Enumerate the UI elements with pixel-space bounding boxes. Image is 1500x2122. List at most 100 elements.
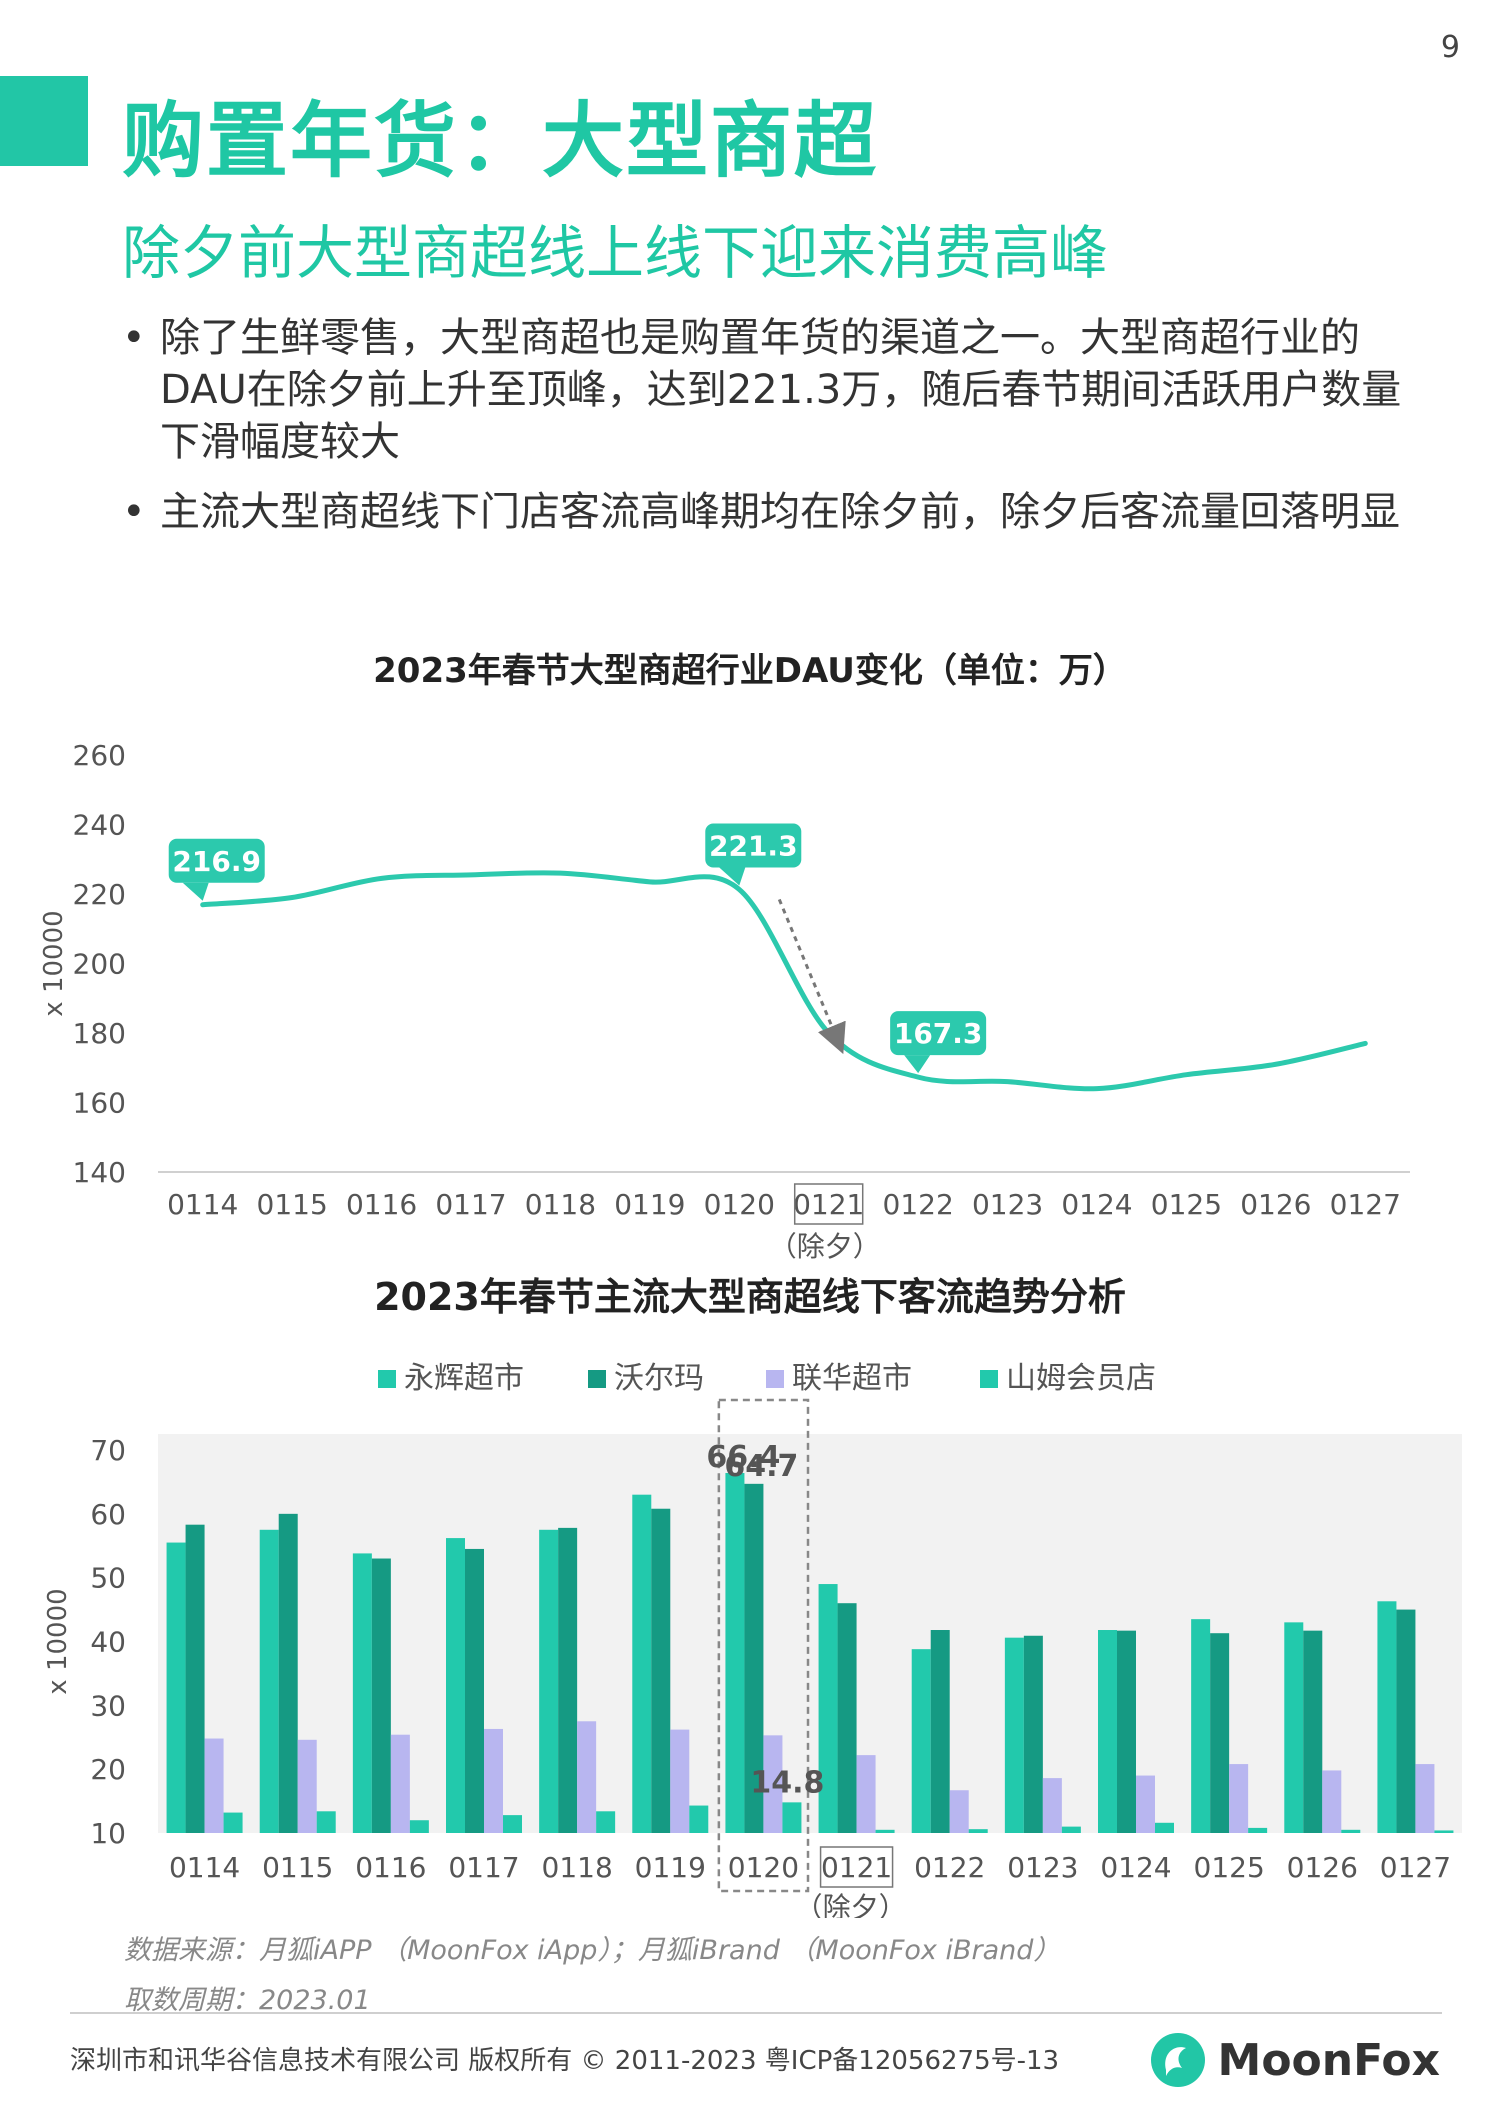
bullet-item: 除了生鲜零售，大型商超也是购置年货的渠道之一。大型商超行业的DAU在除夕前上升至… (118, 312, 1408, 468)
y-tick-label: 70 (90, 1434, 126, 1467)
bar (744, 1483, 764, 1833)
x-tick-label: 0118 (542, 1851, 613, 1884)
y-tick-label: 30 (90, 1689, 126, 1722)
x-tick-label: 0124 (1100, 1851, 1171, 1884)
bar (725, 1472, 745, 1833)
legend-swatch (378, 1370, 396, 1388)
x-tick-label: 0121 (821, 1851, 892, 1884)
bar (259, 1529, 279, 1833)
highlight-tick-box (819, 1846, 894, 1888)
chart-title: 2023年春节大型商超行业DAU变化（单位：万） (373, 651, 1127, 691)
logo-text: MoonFox (1217, 2034, 1440, 2086)
y-tick-label: 240 (73, 809, 126, 842)
legend-label: 山姆会员店 (1006, 1361, 1156, 1396)
bar (1136, 1775, 1155, 1833)
bar (484, 1728, 503, 1833)
x-tick-label: 0117 (448, 1851, 519, 1884)
footer-divider (70, 2012, 1442, 2014)
title-accent-bar (0, 76, 88, 166)
page-title: 购置年货：大型商超 (122, 94, 879, 189)
bar (465, 1548, 484, 1833)
chart-title: 2023年春节主流大型商超线下客流趋势分析 (374, 1275, 1126, 1319)
bar (949, 1790, 969, 1833)
y-tick-label: 260 (73, 739, 126, 772)
y-axis-label: x 10000 (39, 910, 69, 1016)
bar (1042, 1778, 1062, 1833)
x-tick-label: 0122 (914, 1851, 985, 1884)
bar (297, 1739, 317, 1833)
bar (316, 1811, 336, 1833)
bar (632, 1494, 652, 1833)
bar-data-label: 64.7 (724, 1449, 798, 1484)
y-tick-label: 140 (73, 1156, 126, 1189)
x-tick-label: 0123 (972, 1188, 1043, 1221)
bar (818, 1584, 838, 1833)
highlight-tick-label: （除夕） (795, 1891, 907, 1918)
bar (1004, 1637, 1024, 1833)
x-tick-label: 0126 (1240, 1188, 1311, 1221)
x-tick-label: 0115 (257, 1188, 328, 1221)
bar (558, 1527, 578, 1833)
bar (1155, 1822, 1174, 1833)
legend-label: 永辉超市 (404, 1361, 524, 1396)
y-tick-label: 220 (73, 878, 126, 911)
x-tick-label: 0123 (1007, 1851, 1078, 1884)
x-tick-label: 0127 (1330, 1188, 1401, 1221)
x-tick-label: 0120 (704, 1188, 775, 1221)
bar (1117, 1630, 1136, 1833)
bar (1061, 1826, 1081, 1833)
x-tick-label: 0116 (355, 1851, 426, 1884)
bar (911, 1649, 931, 1833)
bar (409, 1820, 429, 1833)
x-tick-label: 0118 (525, 1188, 596, 1221)
bar (856, 1755, 876, 1833)
bar (875, 1829, 895, 1833)
x-tick-label: 0119 (614, 1188, 685, 1221)
bar (352, 1553, 372, 1833)
y-tick-label: 10 (90, 1817, 126, 1850)
page-number: 9 (1440, 30, 1460, 65)
bar (1098, 1630, 1117, 1833)
page-subtitle: 除夕前大型商超线上线下迎来消费高峰 (122, 219, 1109, 287)
dau-line-chart: 2023年春节大型商超行业DAU变化（单位：万） x 10000 140 160 180… (39, 651, 1410, 1260)
x-tick-label: 0124 (1061, 1188, 1132, 1221)
bar (837, 1603, 857, 1833)
bar (1248, 1827, 1268, 1833)
y-tick-label: 50 (90, 1562, 126, 1595)
bar (166, 1542, 186, 1833)
bar (223, 1812, 243, 1833)
bar (596, 1811, 616, 1833)
x-tick-label: 0126 (1287, 1851, 1358, 1884)
bar (782, 1802, 802, 1833)
bar (1415, 1764, 1435, 1833)
bar (371, 1558, 391, 1833)
bar (670, 1729, 690, 1833)
bar (185, 1524, 205, 1833)
x-tick-label: 0114 (167, 1188, 238, 1221)
x-tick-label: 0121 (793, 1188, 864, 1221)
bar (1322, 1770, 1342, 1833)
x-tick-label: 0115 (262, 1851, 333, 1884)
bar (278, 1513, 298, 1833)
bar (968, 1829, 988, 1833)
bar (1023, 1635, 1043, 1833)
bar (204, 1738, 224, 1833)
bar (1396, 1609, 1416, 1833)
bar (577, 1721, 597, 1833)
dau-series-line (200, 870, 1368, 1092)
bullet-item: 主流大型商超线下门店客流高峰期均在除夕前，除夕后客流量回落明显 (118, 486, 1408, 538)
bar (1341, 1829, 1361, 1833)
bullet-list: 除了生鲜零售，大型商超也是购置年货的渠道之一。大型商超行业的DAU在除夕前上升至… (118, 312, 1408, 556)
legend-swatch (980, 1370, 998, 1388)
bar (1434, 1830, 1454, 1833)
x-tick-label: 0114 (169, 1851, 240, 1884)
x-tick-label: 0116 (346, 1188, 417, 1221)
callout-label: 216.9 (172, 845, 261, 878)
legend-label: 沃尔玛 (614, 1361, 704, 1396)
data-callout: 167.3 (890, 1011, 987, 1074)
y-tick-label: 60 (90, 1498, 126, 1531)
y-tick-label: 40 (90, 1626, 126, 1659)
bar (1284, 1622, 1304, 1833)
data-callout: 221.3 (705, 823, 802, 886)
callout-label: 167.3 (894, 1017, 983, 1050)
